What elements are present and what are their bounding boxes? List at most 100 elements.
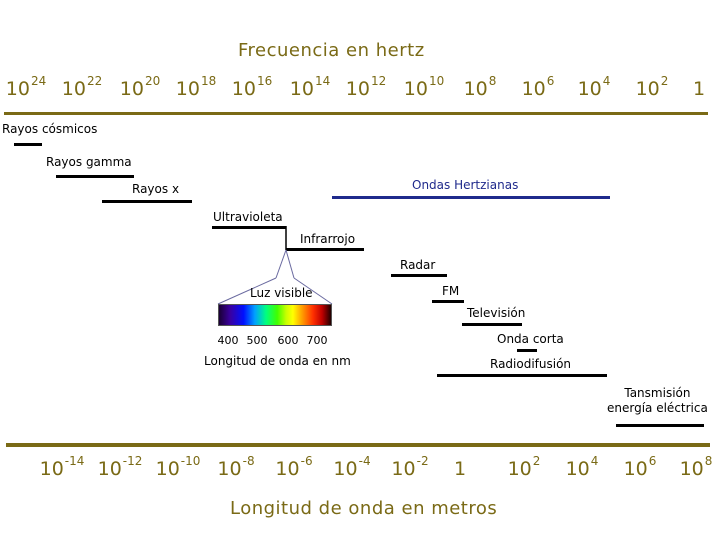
bottom-axis-tick: 10-14 xyxy=(39,454,85,480)
top-axis-tick-base: 10 xyxy=(403,78,428,100)
bottom-axis-tick-exponent: -12 xyxy=(122,454,143,468)
visible-tick-600: 600 xyxy=(277,334,299,347)
band-ultravioleta xyxy=(212,226,286,229)
bottom-axis-tick-base: 10 xyxy=(39,458,64,480)
bottom-axis-tick-base: 10 xyxy=(333,458,358,480)
top-axis-tick-exponent: 14 xyxy=(314,74,331,88)
bottom-axis-tick-exponent: -14 xyxy=(64,454,85,468)
bottom-axis-tick-base: 10 xyxy=(391,458,416,480)
bottom-axis-tick: 1 xyxy=(454,458,466,480)
band-rayos-x xyxy=(102,200,192,203)
bottom-axis-tick-exponent: 4 xyxy=(590,454,599,468)
bottom-axis-tick-base: 10 xyxy=(507,458,532,480)
bottom-axis-tick: 106 xyxy=(623,454,657,480)
bottom-axis-tick: 10-6 xyxy=(275,454,312,480)
visible-spectrum-bar xyxy=(218,304,332,326)
bottom-axis-tick-base: 10 xyxy=(565,458,590,480)
bottom-axis-tick: 10-4 xyxy=(333,454,370,480)
label-rayos-cosmicos: Rayos cósmicos xyxy=(2,122,98,136)
label-television: Televisión xyxy=(467,306,526,320)
band-transmision-energia xyxy=(616,424,704,427)
band-radar xyxy=(391,274,447,277)
bottom-axis-tick-base: 10 xyxy=(155,458,180,480)
bottom-axis-tick-exponent: -2 xyxy=(416,454,429,468)
bottom-axis-tick-exponent: 6 xyxy=(648,454,657,468)
label-ultravioleta: Ultravioleta xyxy=(213,210,283,224)
top-axis-tick-base: 10 xyxy=(231,78,256,100)
top-axis-tick-base: 10 xyxy=(635,78,660,100)
top-axis-tick: 1010 xyxy=(403,74,444,100)
label-ondas-hertzianas: Ondas Hertzianas xyxy=(412,178,519,192)
bottom-axis-tick: 104 xyxy=(565,454,599,480)
bottom-axis-tick-exponent: -4 xyxy=(358,454,371,468)
bottom-axis-tick-exponent: 8 xyxy=(704,454,713,468)
band-rayos-cosmicos xyxy=(14,143,42,146)
top-axis-tick-base: 10 xyxy=(345,78,370,100)
bottom-axis-tick-base: 10 xyxy=(679,458,704,480)
label-onda-corta: Onda corta xyxy=(497,332,564,346)
top-axis-tick-exponent: 4 xyxy=(602,74,611,88)
label-rayos-x: Rayos x xyxy=(132,182,180,196)
top-axis-tick: 1020 xyxy=(119,74,160,100)
top-axis-tick: 104 xyxy=(577,74,611,100)
bottom-axis-tick-exponent: -6 xyxy=(300,454,313,468)
top-axis-tick-base: 10 xyxy=(521,78,546,100)
bottom-axis-tick: 10-12 xyxy=(97,454,143,480)
band-fm xyxy=(432,300,464,303)
top-axis-tick-exponent: 18 xyxy=(200,74,217,88)
bottom-axis-title: Longitud de onda en metros xyxy=(230,498,498,519)
top-axis-tick: 1016 xyxy=(231,74,272,100)
top-axis-tick-base: 10 xyxy=(577,78,602,100)
top-axis-tick-exponent: 12 xyxy=(370,74,387,88)
bottom-axis-line xyxy=(6,443,710,447)
top-axis-tick-base: 10 xyxy=(119,78,144,100)
band-radiodifusion xyxy=(437,374,607,377)
bottom-axis-tick: 10-2 xyxy=(391,454,428,480)
label-transmision-energia: Tansmisión energía eléctrica xyxy=(607,386,708,415)
bottom-axis-tick-exponent: -8 xyxy=(242,454,255,468)
bottom-axis-tick-base: 10 xyxy=(217,458,242,480)
top-axis-tick-exponent: 24 xyxy=(30,74,47,88)
top-axis-tick-base: 10 xyxy=(175,78,200,100)
bottom-axis-tick-base: 10 xyxy=(97,458,122,480)
bottom-axis-tick-base: 10 xyxy=(623,458,648,480)
top-axis-tick-exponent: 2 xyxy=(660,74,669,88)
label-radiodifusion: Radiodifusión xyxy=(490,357,572,371)
top-axis-tick: 106 xyxy=(521,74,555,100)
band-ondas-hertzianas xyxy=(332,196,610,199)
visible-tick-500: 500 xyxy=(246,334,268,347)
top-axis-tick-base: 10 xyxy=(61,78,86,100)
label-fm: FM xyxy=(442,284,460,298)
top-axis-tick-exponent: 8 xyxy=(488,74,497,88)
bottom-axis-tick: 108 xyxy=(679,454,713,480)
top-axis-title: Frecuencia en hertz xyxy=(238,40,425,61)
top-axis-tick-exponent: 22 xyxy=(86,74,103,88)
label-radar: Radar xyxy=(400,258,436,272)
bottom-axis-tick: 10-8 xyxy=(217,454,254,480)
label-infrarrojo: Infrarrojo xyxy=(300,232,356,246)
top-axis-tick: 1012 xyxy=(345,74,386,100)
band-television xyxy=(462,323,522,326)
bottom-axis-tick-exponent: 2 xyxy=(532,454,541,468)
top-axis-tick-exponent: 20 xyxy=(144,74,161,88)
top-axis-tick: 1 xyxy=(693,78,705,100)
top-axis-tick-exponent: 6 xyxy=(546,74,555,88)
top-axis-tick: 1014 xyxy=(289,74,330,100)
visible-tick-400: 400 xyxy=(217,334,239,347)
band-onda-corta xyxy=(517,349,537,352)
top-axis-tick: 1024 xyxy=(6,74,46,100)
label-luz-visible: Luz visible xyxy=(250,286,313,300)
top-axis-tick: 102 xyxy=(635,74,669,100)
top-axis-tick-base: 1 xyxy=(692,78,706,100)
label-rayos-gamma: Rayos gamma xyxy=(46,155,132,169)
visible-light-zoom xyxy=(217,226,333,305)
bottom-axis-tick-base: 1 xyxy=(453,458,467,480)
top-axis-tick: 1018 xyxy=(175,74,216,100)
top-axis-line xyxy=(4,112,708,115)
visible-tick-700: 700 xyxy=(306,334,328,347)
top-axis-tick: 1022 xyxy=(61,74,102,100)
bottom-axis-tick-exponent: -10 xyxy=(180,454,201,468)
bottom-axis-tick: 102 xyxy=(507,454,541,480)
bottom-axis-tick: 10-10 xyxy=(155,454,201,480)
top-axis-tick-base: 10 xyxy=(289,78,314,100)
